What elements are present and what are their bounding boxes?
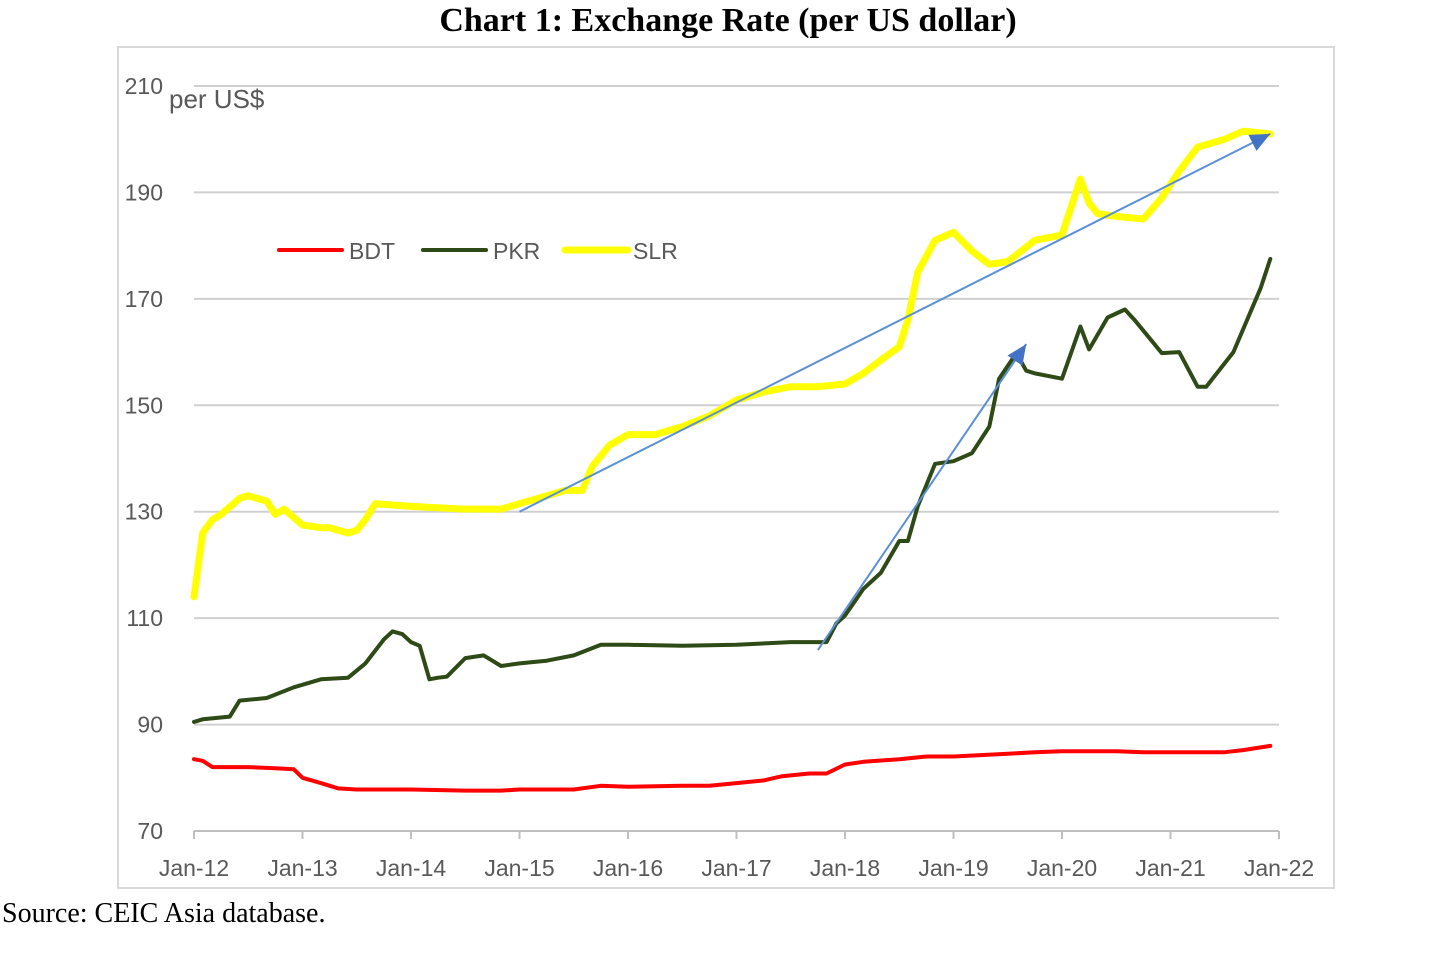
- gridlines: [194, 85, 1279, 726]
- x-tick-label: Jan-18: [810, 855, 880, 881]
- y-tick-label: 190: [125, 179, 163, 205]
- y-tick-label: 210: [125, 73, 163, 99]
- axes: 70 90 110 130 150 170 190 210 Jan-12 Jan-13 Jan-14…: [125, 73, 1315, 881]
- y-tick-label: 110: [126, 605, 163, 631]
- series-line-slr: [190, 127, 1274, 601]
- trend-arrow-head: [1007, 344, 1027, 366]
- x-tick-label: Jan-13: [267, 855, 337, 881]
- trend-arrow-line: [817, 343, 1028, 651]
- x-tick-label: Jan-17: [701, 855, 771, 881]
- y-tick-label: 150: [125, 392, 163, 418]
- trend-arrow-head: [1248, 133, 1271, 151]
- x-tick-label: Jan-20: [1027, 855, 1097, 881]
- y-tick-label: 170: [125, 286, 163, 312]
- x-tick-label: Jan-19: [918, 855, 988, 881]
- y-tick-label: 70: [137, 818, 163, 844]
- x-tick-label: Jan-16: [593, 855, 663, 881]
- x-tick-label: Jan-14: [376, 855, 447, 881]
- x-tick-label: Jan-21: [1135, 855, 1205, 881]
- series-line-bdt: [192, 743, 1273, 793]
- legend-label-bdt: BDT: [349, 238, 395, 264]
- series-line-pkr: [192, 256, 1273, 724]
- x-tick-label: Jan-15: [484, 855, 554, 881]
- legend-label-slr: SLR: [633, 238, 678, 264]
- legend: BDT PKR SLR: [277, 238, 678, 264]
- y-tick-label: 130: [125, 499, 163, 525]
- x-tick-label: Jan-12: [159, 855, 229, 881]
- chart-title: Chart 1: Exchange Rate (per US dollar): [439, 2, 1017, 39]
- trend-arrow-line: [519, 132, 1271, 513]
- series-lines: [190, 127, 1274, 793]
- y-tick-label: 90: [137, 712, 163, 738]
- y-unit-label: per US$: [169, 84, 265, 114]
- chart-frame: [117, 46, 1335, 889]
- trend-arrows: [519, 132, 1271, 651]
- source-note: Source: CEIC Asia database.: [2, 898, 326, 929]
- legend-label-pkr: PKR: [493, 238, 540, 264]
- x-tick-label: Jan-22: [1244, 855, 1314, 881]
